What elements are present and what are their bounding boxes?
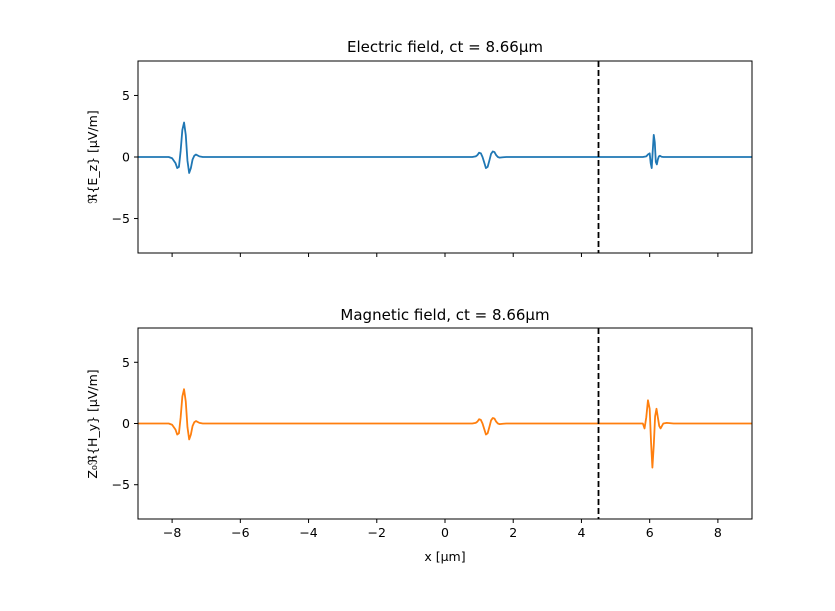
x-tick-label-1-3: −2 <box>368 525 386 540</box>
x-tick-label-1-2: −4 <box>299 525 317 540</box>
series-line-1-0 <box>138 388 752 469</box>
x-tick-label-1-6: 4 <box>577 525 585 540</box>
x-tick-label-1-7: 6 <box>646 525 654 540</box>
y-tick-label-0-1: 0 <box>122 150 130 165</box>
y-tick-label-1-0: −5 <box>112 477 130 492</box>
magnetic-field-xlabel: x [μm] <box>424 549 465 564</box>
y-tick-label-0-0: −5 <box>112 211 130 226</box>
x-tick-label-1-5: 2 <box>509 525 517 540</box>
x-tick-label-1-4: 0 <box>441 525 449 540</box>
x-tick-label-1-8: 8 <box>714 525 722 540</box>
x-tick-label-1-1: −6 <box>231 525 249 540</box>
y-tick-label-1-1: 0 <box>122 416 130 431</box>
y-tick-label-1-2: 5 <box>122 355 130 370</box>
electric-field-ylabel: ℜ{E_z} [μV/m] <box>85 110 100 203</box>
electric-field-panel: Electric field, ct = 8.66μm ℜ{E_z} [μV/m… <box>85 38 753 257</box>
magnetic-field-title: Magnetic field, ct = 8.66μm <box>340 306 549 324</box>
magnetic-field-panel: Magnetic field, ct = 8.66μm Z₀ℜ{H_y} [μV… <box>85 306 753 564</box>
series-line-0-0 <box>138 121 752 174</box>
magnetic-field-ylabel: Z₀ℜ{H_y} [μV/m] <box>85 369 100 478</box>
x-tick-label-1-0: −8 <box>163 525 181 540</box>
electric-field-title: Electric field, ct = 8.66μm <box>347 38 543 56</box>
y-tick-label-0-2: 5 <box>122 88 130 103</box>
